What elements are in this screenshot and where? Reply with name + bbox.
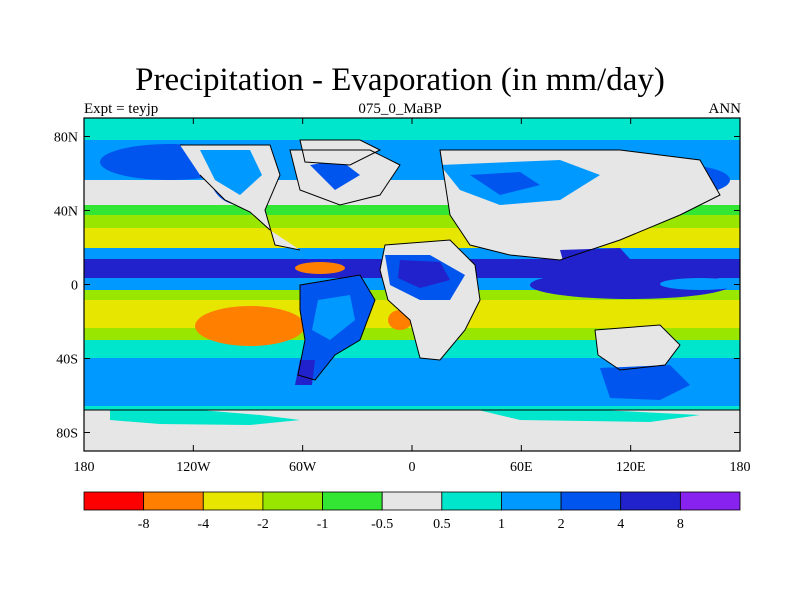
colorbar-label: -4 [197, 517, 209, 532]
colorbar-label: 8 [677, 517, 684, 532]
y-tick-label: 80S [56, 427, 78, 442]
colorbar-swatch [83, 491, 145, 511]
colorbar-swatch [202, 491, 264, 511]
colorbar-swatch [560, 491, 622, 511]
colorbar-swatch [501, 491, 562, 511]
axis-tick-labels: 180 120W 60W 0 60E 120E 180 80N 40N 0 40S 80S [54, 131, 751, 476]
colorbar-swatch [381, 491, 443, 511]
y-tick-label: 80N [54, 131, 78, 146]
colorbar-label: 2 [558, 517, 565, 532]
colorbar-label: -2 [257, 517, 269, 532]
colorbar-swatch [262, 491, 323, 511]
colorbar-label: -0.5 [371, 517, 393, 532]
colorbar: -8 -4 -2 -1 -0.5 0.5 1 2 4 8 [83, 491, 741, 532]
colorbar-swatch [620, 491, 681, 511]
colorbar-swatch [679, 491, 741, 511]
x-tick-label: 0 [409, 460, 416, 475]
x-tick-label: 180 [74, 460, 95, 475]
colorbar-label: 1 [498, 517, 505, 532]
x-tick-label: 60E [510, 460, 533, 475]
x-tick-label: 120W [176, 460, 211, 475]
experiment-label: Expt = teyjp [84, 101, 159, 117]
pe-field [84, 118, 740, 451]
coastlines [84, 139, 740, 411]
y-tick-label: 40S [56, 353, 78, 368]
time-label: 075_0_MaBP [358, 101, 442, 117]
season-label: ANN [708, 101, 742, 117]
y-tick-label: 40N [54, 205, 78, 220]
x-tick-label: 180 [730, 460, 751, 475]
x-tick-label: 60W [289, 460, 317, 475]
colorbar-label: 0.5 [433, 517, 451, 532]
colorbar-label: -8 [138, 517, 150, 532]
colorbar-swatch [441, 491, 502, 511]
colorbar-label: -1 [317, 517, 329, 532]
map-title: Precipitation - Evaporation (in mm/day) [135, 62, 665, 98]
colorbar-swatch [322, 491, 383, 511]
colorbar-swatch [143, 491, 204, 511]
y-tick-label: 0 [71, 279, 78, 294]
colorbar-label: 4 [617, 517, 624, 532]
axis-ticks [83, 118, 741, 451]
x-tick-label: 120E [616, 460, 646, 475]
